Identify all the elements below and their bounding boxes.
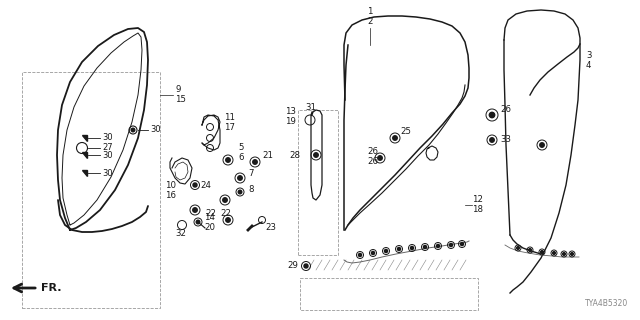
Circle shape [563, 253, 565, 255]
Circle shape [490, 138, 494, 142]
Text: 19: 19 [285, 117, 296, 126]
Circle shape [237, 176, 243, 180]
Text: 29: 29 [287, 261, 298, 270]
Circle shape [131, 128, 135, 132]
Circle shape [460, 243, 463, 245]
Circle shape [226, 218, 230, 222]
Circle shape [253, 160, 257, 164]
Bar [298, 110, 338, 255]
Text: 26: 26 [500, 106, 511, 115]
Text: 23: 23 [265, 222, 276, 231]
Text: 3: 3 [586, 51, 591, 60]
Text: 2: 2 [367, 18, 372, 27]
Text: 24: 24 [200, 180, 211, 189]
Circle shape [196, 220, 200, 224]
Text: 31: 31 [305, 103, 316, 113]
Text: 25: 25 [400, 127, 411, 137]
Circle shape [490, 112, 495, 118]
Circle shape [540, 143, 544, 147]
Text: 16: 16 [165, 190, 176, 199]
Circle shape [571, 253, 573, 255]
Text: 15: 15 [175, 95, 186, 105]
Circle shape [385, 249, 388, 252]
Text: 22: 22 [220, 209, 231, 218]
Polygon shape [82, 135, 87, 141]
Text: 14: 14 [204, 213, 215, 222]
Circle shape [393, 136, 397, 140]
Circle shape [410, 246, 413, 250]
Text: 5: 5 [238, 143, 243, 153]
Circle shape [238, 190, 242, 194]
Text: 26: 26 [367, 148, 378, 156]
Circle shape [358, 253, 362, 257]
Text: 26: 26 [367, 157, 378, 166]
Circle shape [226, 158, 230, 162]
Circle shape [304, 264, 308, 268]
Text: 8: 8 [248, 186, 253, 195]
Circle shape [397, 247, 401, 251]
Circle shape [371, 252, 374, 255]
Text: 17: 17 [224, 124, 235, 132]
Text: 21: 21 [262, 150, 273, 159]
Polygon shape [82, 170, 87, 176]
Text: 32: 32 [175, 228, 186, 237]
Text: 22: 22 [205, 209, 216, 218]
Text: 11: 11 [224, 114, 235, 123]
Text: FR.: FR. [41, 283, 61, 293]
Text: 18: 18 [472, 205, 483, 214]
Text: 30: 30 [102, 150, 113, 159]
Circle shape [553, 252, 556, 254]
Text: 10: 10 [165, 180, 176, 189]
Text: 30: 30 [150, 125, 161, 134]
Text: 9: 9 [175, 85, 180, 94]
Text: 28: 28 [289, 150, 300, 159]
Text: 4: 4 [586, 60, 591, 69]
Circle shape [314, 153, 318, 157]
Text: 6: 6 [238, 154, 243, 163]
Circle shape [529, 249, 531, 251]
Text: 20: 20 [204, 223, 215, 233]
Circle shape [436, 244, 440, 248]
Circle shape [193, 208, 197, 212]
Circle shape [378, 156, 382, 160]
Text: 30: 30 [102, 133, 113, 142]
Polygon shape [82, 152, 87, 158]
Circle shape [516, 247, 519, 249]
Bar [22, 72, 160, 308]
Circle shape [424, 245, 427, 249]
Circle shape [541, 251, 543, 253]
Text: 7: 7 [248, 170, 253, 179]
Text: 27: 27 [102, 143, 113, 153]
Circle shape [193, 183, 197, 187]
Circle shape [223, 198, 227, 202]
Text: 12: 12 [472, 196, 483, 204]
Text: 1: 1 [367, 7, 372, 17]
Text: 13: 13 [285, 108, 296, 116]
Text: 30: 30 [102, 169, 113, 178]
Text: TYA4B5320: TYA4B5320 [585, 299, 628, 308]
Text: 33: 33 [500, 135, 511, 145]
Bar [300, 278, 478, 310]
Circle shape [449, 244, 452, 247]
